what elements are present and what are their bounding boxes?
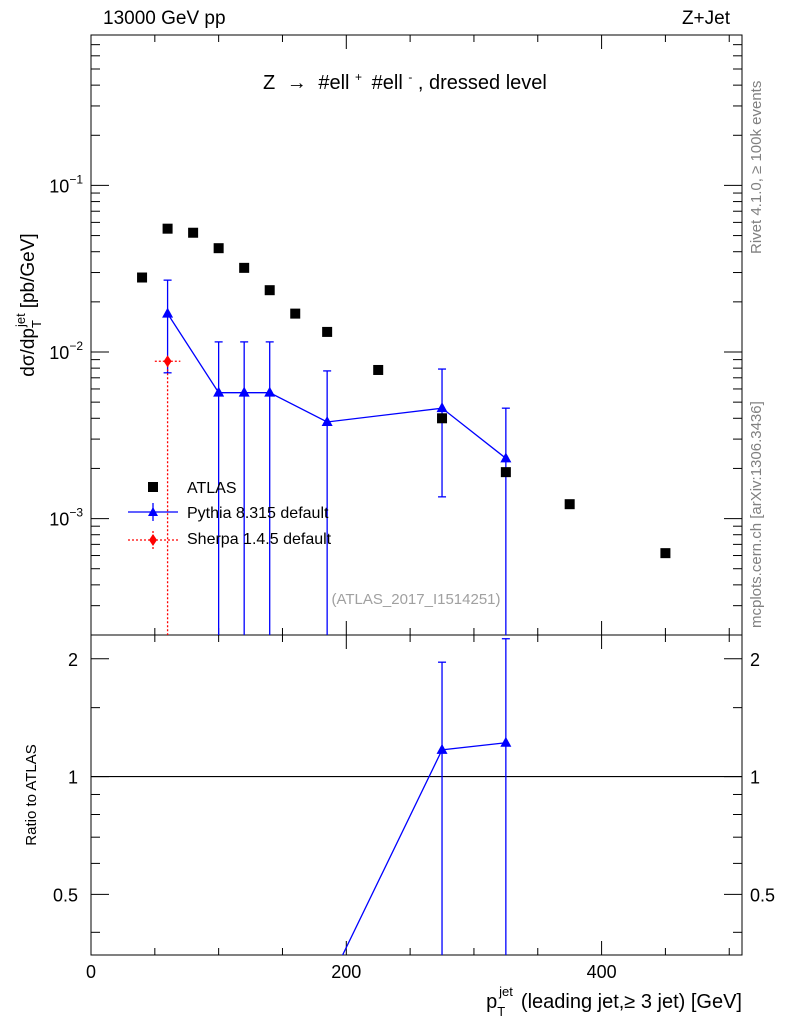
atlas-data-point xyxy=(660,548,671,559)
y-tick-label-top: 10−3 xyxy=(49,506,83,530)
y-tick-mantissa: 10 xyxy=(49,176,69,196)
series-lines xyxy=(154,279,510,955)
y-title-sup: jet xyxy=(13,313,28,328)
title-rest: , dressed level xyxy=(418,72,547,94)
x-title-p: p xyxy=(486,991,497,1013)
atlas-data-point xyxy=(373,364,384,375)
y-title-main: dσ/dp xyxy=(18,328,39,377)
series-markers xyxy=(137,223,671,754)
legend-atlas-label: ATLAS xyxy=(187,480,237,497)
ratio-pythia-data-point xyxy=(436,743,448,754)
pythia-data-point xyxy=(264,386,276,397)
pythia-data-point xyxy=(500,452,512,463)
atlas-data-point xyxy=(137,272,148,283)
ratio-panel-frame xyxy=(90,634,743,956)
x-axis-title: pTjet (leading jet,≥ 3 jet) [GeV] xyxy=(486,984,742,1019)
pythia-data-point xyxy=(162,307,174,318)
y-tick-label-top: 10−2 xyxy=(49,339,83,363)
y-tick-label-bottom-right: 1 xyxy=(750,768,760,788)
atlas-data-point xyxy=(264,285,275,296)
y-tick-exponent: −3 xyxy=(69,506,83,520)
ratio-pythia-line xyxy=(341,742,506,955)
y-tick-label-bottom-right: 2 xyxy=(750,650,760,670)
title-sup-2: - xyxy=(408,70,412,84)
y-tick-label-bottom: 2 xyxy=(68,650,78,670)
y-tick-label-bottom: 1 xyxy=(68,768,78,788)
y-tick-mantissa: 10 xyxy=(49,343,69,363)
title-ell-2: #ell xyxy=(372,72,403,94)
pythia-data-point xyxy=(436,402,448,413)
y-axis-title-bottom: Ratio to ATLAS xyxy=(23,744,40,845)
svg-text:Z → #ell +: Z → #ell + #ell - , dressed level xyxy=(263,64,547,94)
x-tick-label: 400 xyxy=(587,962,617,982)
axis-ticks xyxy=(90,34,742,955)
atlas-data-point xyxy=(162,223,173,234)
header-right: Z+Jet xyxy=(681,8,730,29)
atlas-data-point xyxy=(290,308,301,319)
y-tick-exponent: −2 xyxy=(69,339,83,353)
atlas-data-point xyxy=(437,413,448,424)
atlas-data-point xyxy=(239,262,250,273)
chart-title: Z → #ell + #ell - , dressed level xyxy=(263,64,547,94)
title-ell-1: #ell xyxy=(318,72,349,94)
title-arrow: → xyxy=(287,72,307,94)
header-left: 13000 GeV pp xyxy=(103,8,226,29)
title-z: Z xyxy=(263,72,275,94)
plot-frames xyxy=(90,34,743,956)
x-title-rest: (leading jet,≥ 3 jet) [GeV] xyxy=(521,991,742,1013)
legend-atlas-marker xyxy=(148,482,158,492)
pythia-data-point xyxy=(238,386,250,397)
title-sup-1: + xyxy=(355,70,362,84)
x-title-sub: T xyxy=(497,1004,505,1019)
atlas-data-point xyxy=(213,243,224,254)
legend: ATLAS Pythia 8.315 default Sherpa 1.4.5 … xyxy=(128,480,332,549)
legend-pythia-label: Pythia 8.315 default xyxy=(187,505,329,522)
y-tick-exponent: −1 xyxy=(69,172,83,186)
x-title-sup: jet xyxy=(498,984,513,999)
pythia-data-point xyxy=(321,415,333,426)
analysis-watermark: (ATLAS_2017_I1514251) xyxy=(331,591,500,608)
y-title-sub: T xyxy=(29,320,44,328)
atlas-data-point xyxy=(322,326,333,337)
x-tick-label: 0 xyxy=(86,962,96,982)
sherpa-data-point xyxy=(163,355,172,368)
y-tick-label-bottom: 0.5 xyxy=(53,885,78,905)
atlas-data-point xyxy=(188,227,199,238)
y-tick-mantissa: 10 xyxy=(49,510,69,530)
legend-pythia-marker xyxy=(148,507,158,516)
atlas-data-point xyxy=(564,499,575,510)
y-tick-label-top: 10−1 xyxy=(49,172,83,196)
x-tick-label: 200 xyxy=(331,962,361,982)
y-tick-label-bottom-right: 0.5 xyxy=(750,885,775,905)
y-title-rest: [pb/GeV] xyxy=(18,233,39,308)
y-axis-title-top: dσ/dpTjet [pb/GeV] xyxy=(13,233,44,376)
ratio-pythia-data-point xyxy=(500,736,512,747)
pythia-data-point xyxy=(213,386,225,397)
atlas-data-point xyxy=(500,467,511,478)
legend-sherpa-label: Sherpa 1.4.5 default xyxy=(187,531,332,548)
legend-sherpa-marker xyxy=(149,534,157,546)
